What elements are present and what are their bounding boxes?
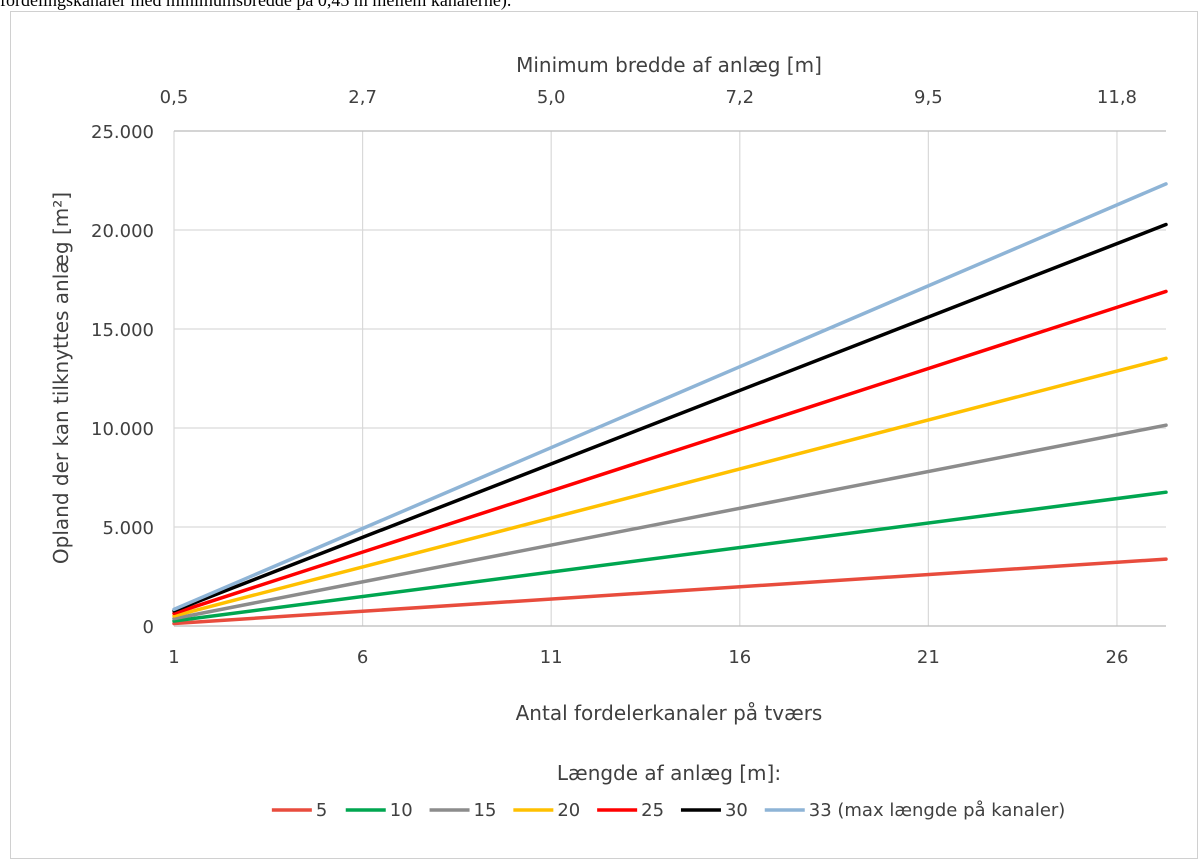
x-axis-label: Antal fordelerkanaler på tværs — [516, 701, 823, 725]
x2-tick-label: 0,5 — [160, 87, 189, 108]
y-tick-label: 25.000 — [91, 122, 154, 143]
x-tick-label: 16 — [728, 647, 751, 668]
legend-label: 5 — [316, 800, 327, 821]
y-tick-label: 15.000 — [91, 320, 154, 341]
legend-label: 10 — [390, 800, 413, 821]
series-line-25 — [172, 289, 1168, 616]
y-tick-label: 20.000 — [91, 221, 154, 242]
x2-axis-label: Minimum bredde af anlæg [m] — [516, 53, 822, 77]
series-lines — [172, 182, 1168, 626]
x-tick-label: 11 — [540, 647, 563, 668]
x-tick-label: 21 — [917, 647, 940, 668]
y-tick-label: 0 — [143, 617, 154, 638]
legend-title: Længde af anlæg [m]: — [557, 761, 781, 785]
y-axis-label: Opland der kan tilknyttes anlæg [m²] — [49, 192, 73, 564]
legend-label: 33 (max længde på kanaler) — [809, 800, 1066, 821]
series-line-5 — [172, 557, 1168, 626]
y-tick-label: 5.000 — [102, 518, 154, 539]
legend-label: 25 — [641, 800, 664, 821]
figure-caption: fordelingskanaler med minimumsbredde på … — [0, 0, 512, 10]
x2-tick-label: 5,0 — [537, 87, 566, 108]
legend-label: 30 — [725, 800, 748, 821]
x2-tick-label: 11,8 — [1097, 87, 1137, 108]
x2-tick-label: 2,7 — [348, 87, 377, 108]
chart-frame — [10, 11, 1198, 859]
x2-tick-label: 7,2 — [725, 87, 754, 108]
x-tick-label: 26 — [1106, 647, 1129, 668]
x-tick-label: 6 — [357, 647, 368, 668]
series-line-15 — [172, 423, 1168, 621]
x2-tick-label: 9,5 — [914, 87, 943, 108]
series-line-20 — [172, 356, 1168, 618]
legend-label: 15 — [474, 800, 497, 821]
series-line-30 — [172, 222, 1168, 613]
legend-label: 20 — [557, 800, 580, 821]
series-line-33 — [172, 182, 1168, 612]
y-tick-label: 10.000 — [91, 419, 154, 440]
legend: 5 10 15 20 25 30 33 (max længde på kanaler) — [271, 800, 1066, 821]
axes: 0 5.000 10.000 15.000 20.000 25.000 1 0,5 6 2,7 11… — [91, 87, 1166, 668]
x-tick-label: 1 — [168, 647, 179, 668]
series-line-10 — [172, 490, 1168, 623]
